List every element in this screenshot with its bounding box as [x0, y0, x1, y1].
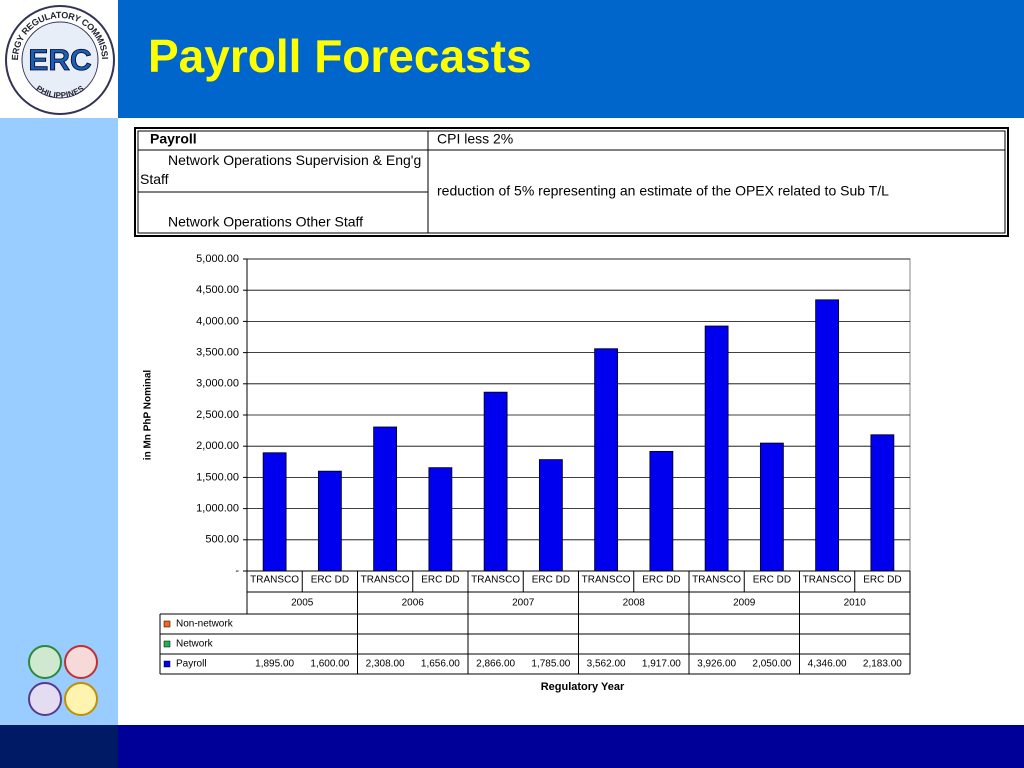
bar: [649, 450, 674, 572]
bar: [428, 467, 453, 572]
y-tick-label: 5,000.00: [196, 253, 239, 265]
icon: [28, 682, 62, 716]
x-tick-label: TRANSCO: [361, 575, 410, 586]
logo: ENERGY REGULATORY COMMISSION PHILIPPINES…: [0, 0, 115, 115]
footer-bar: [0, 725, 1024, 768]
table-border: [134, 127, 1009, 237]
table-cell-wrap: Network Operations Supervision & Eng'g S…: [140, 152, 422, 187]
bar: [262, 452, 287, 572]
slide-title: Payroll Forecasts: [148, 30, 532, 82]
bar: [594, 348, 619, 572]
group-label: 2010: [844, 598, 867, 609]
data-label: 1,656.00: [421, 659, 460, 670]
x-tick-label: TRANSCO: [803, 575, 852, 586]
data-label: 4,346.00: [808, 659, 847, 670]
table-border: [137, 130, 1006, 234]
footer-corner: [0, 725, 118, 768]
x-tick-label: TRANSCO: [692, 575, 741, 586]
data-label: 1,895.00: [255, 659, 294, 670]
legend-label: Payroll: [176, 659, 207, 670]
x-axis-label: Regulatory Year: [541, 681, 625, 693]
x-tick-label: ERC DD: [753, 575, 791, 586]
y-tick-label: 4,000.00: [196, 315, 239, 327]
bar: [538, 459, 563, 572]
table-cell: Network Operations Other Staff: [168, 214, 363, 230]
legend-swatch: [163, 640, 171, 648]
data-label: 2,866.00: [476, 659, 515, 670]
bar: [373, 426, 398, 572]
y-tick-label: 1,000.00: [196, 503, 239, 515]
data-label: 2,308.00: [366, 659, 405, 670]
x-tick-label: TRANSCO: [250, 575, 299, 586]
y-tick-label: -: [235, 565, 239, 577]
table-note: reduction of 5% representing an estimate…: [437, 183, 889, 199]
legend-swatch: [163, 660, 171, 668]
logo-inner: [21, 21, 99, 99]
data-label: 3,926.00: [697, 659, 736, 670]
data-label: 3,562.00: [587, 659, 626, 670]
table-header: Payroll: [150, 131, 197, 147]
data-label: 2,050.00: [752, 659, 791, 670]
x-tick-label: TRANSCO: [582, 575, 631, 586]
x-tick-label: ERC DD: [421, 575, 459, 586]
icon: [28, 645, 62, 679]
bar: [759, 442, 784, 572]
bar: [815, 299, 840, 572]
data-label: 2,183.00: [863, 659, 902, 670]
legend-label: Network: [176, 639, 214, 650]
x-tick-label: ERC DD: [311, 575, 349, 586]
group-label: 2008: [623, 598, 646, 609]
x-tick-label: ERC DD: [863, 575, 901, 586]
sidebar: [0, 118, 118, 728]
x-tick-label: TRANSCO: [471, 575, 520, 586]
info-table: Payroll CPI less 2% Network Operations S…: [134, 127, 1009, 237]
group-label: 2005: [291, 598, 314, 609]
icon: [64, 645, 98, 679]
data-label: 1,917.00: [642, 659, 681, 670]
data-label: 1,600.00: [310, 659, 349, 670]
icon: [64, 682, 98, 716]
icons: [28, 645, 98, 716]
y-tick-label: 500.00: [205, 534, 239, 546]
title-bar: [118, 0, 1024, 118]
group-label: 2006: [402, 598, 425, 609]
y-tick-label: 1,500.00: [196, 471, 239, 483]
table-header: CPI less 2%: [437, 131, 513, 147]
data-label: 1,785.00: [531, 659, 570, 670]
bar: [483, 391, 508, 572]
group-label: 2007: [512, 598, 535, 609]
y-tick-label: 3,500.00: [196, 347, 239, 359]
y-tick-label: 4,500.00: [196, 284, 239, 296]
x-tick-label: ERC DD: [532, 575, 570, 586]
legend-label: Non-network: [176, 619, 234, 630]
logo-center: ERC: [28, 44, 91, 77]
table-cell: Network Operations Supervision & Eng'g S…: [140, 152, 422, 187]
x-tick-label: ERC DD: [642, 575, 680, 586]
bar: [704, 325, 729, 572]
y-tick-label: 2,500.00: [196, 409, 239, 421]
bar: [317, 470, 342, 572]
y-tick-label: 3,000.00: [196, 378, 239, 390]
bar: [870, 434, 895, 572]
group-label: 2009: [733, 598, 756, 609]
legend-swatch: [163, 620, 171, 628]
y-axis-label: in Mn PhP Nominal: [143, 370, 154, 461]
y-tick-label: 2,000.00: [196, 440, 239, 452]
